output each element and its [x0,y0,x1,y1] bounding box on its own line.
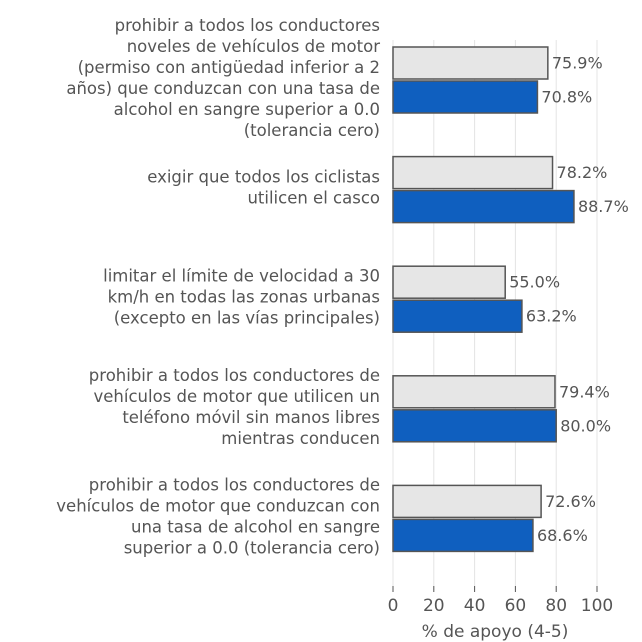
x-tick-label: 40 [464,596,486,616]
category-label: teléfono móvil sin manos libres [122,408,380,427]
value-label: 70.8% [541,88,592,107]
bar [392,484,542,519]
category-label: vehículos de motor que conduzcan con [56,496,380,515]
category-label: vehículos de motor que utilicen un [94,387,381,406]
category-label: superior a 0.0 (tolerancia cero) [124,538,380,557]
bar [392,518,534,553]
bar [392,265,506,299]
x-tick-label: 0 [388,596,399,616]
category-label: exigir que todos los ciclistas [147,168,380,187]
category-label: km/h en todas las zonas urbanas [108,288,380,307]
x-tick-label: 80 [545,596,567,616]
value-label: 75.9% [552,54,603,73]
category-label: (permiso con antigüedad inferior a 2 [78,58,380,77]
bar [392,46,549,80]
value-label: 80.0% [560,416,611,435]
category-label: mientras conducen [221,429,380,448]
bar [392,80,539,114]
x-tick-label: 20 [423,596,445,616]
x-tick-label: 100 [581,596,613,616]
x-tick-label: 60 [505,596,527,616]
category-label: (tolerancia cero) [244,121,380,140]
category-label: alcohol en sangre superior a 0.0 [114,100,380,119]
category-label: (excepto en las vías principales) [114,309,380,328]
category-label: una tasa de alcohol en sangre [131,517,380,536]
category-label: utilicen el casco [247,189,380,208]
value-label: 88.7% [578,197,629,216]
value-label: 68.6% [537,526,588,545]
value-label: 63.2% [526,307,577,326]
category-label: prohibir a todos los conductores de [89,366,380,385]
category-label: noveles de vehículos de motor [127,37,381,56]
bar [392,299,523,333]
bar [392,375,556,409]
x-axis-label: % de apoyo (4-5) [422,622,569,642]
value-label: 72.6% [545,492,596,511]
category-label: prohibir a todos los conductores de [89,475,380,494]
category-label: prohibir a todos los conductores [115,16,380,35]
bar [392,189,575,224]
category-label: años) que conduzcan con una tasa de [66,79,380,98]
value-label: 78.2% [557,163,608,182]
value-label: 55.0% [509,273,560,292]
bar [392,409,557,443]
bar [392,155,554,190]
category-label: limitar el límite de velocidad a 30 [103,267,380,286]
value-label: 79.4% [559,382,610,401]
